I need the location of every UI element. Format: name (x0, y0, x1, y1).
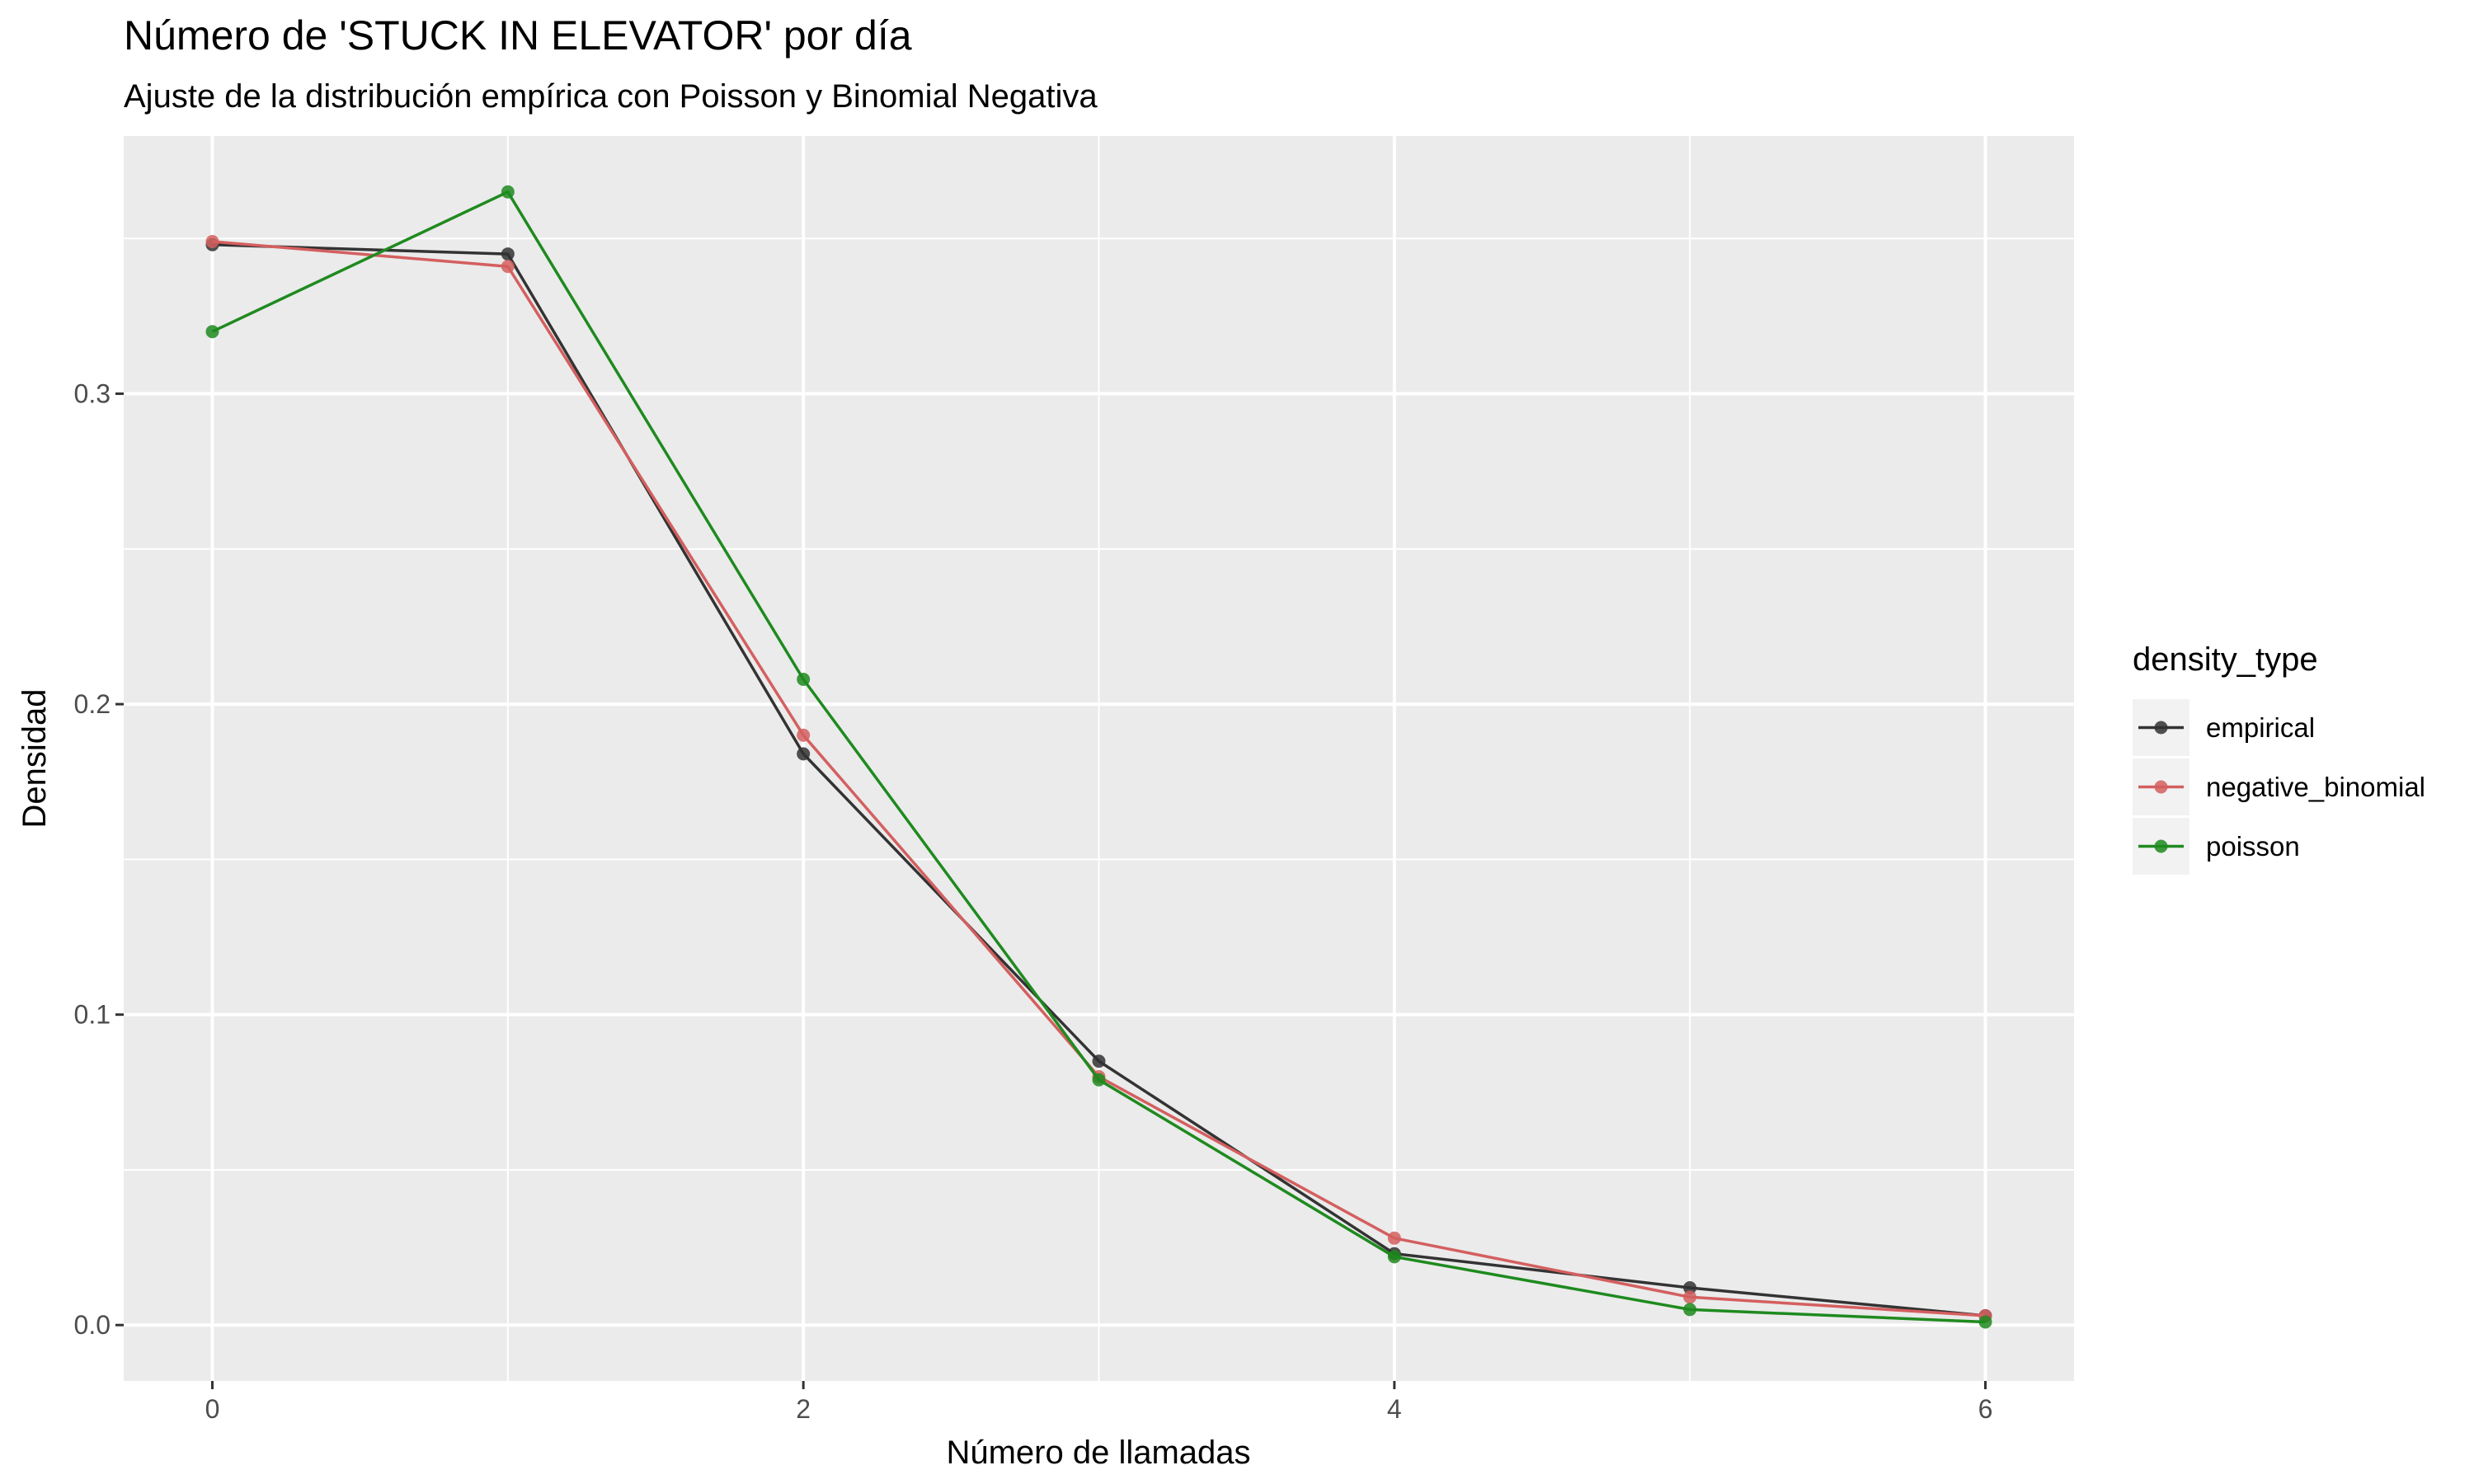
y-tick-label: 0.3 (74, 379, 111, 409)
legend-item: poisson (2133, 818, 2300, 875)
y-tick-label: 0.0 (74, 1310, 111, 1340)
data-point (205, 235, 219, 249)
data-point (1683, 1281, 1697, 1295)
data-point (797, 747, 811, 761)
series-layer (205, 185, 1992, 1329)
legend-key-point (2154, 721, 2168, 735)
y-tick-label: 0.1 (74, 1000, 111, 1030)
data-point (1683, 1303, 1697, 1317)
grid-major (124, 136, 2074, 1381)
data-point (797, 728, 811, 742)
data-point (501, 260, 515, 274)
x-tick-label: 0 (205, 1394, 220, 1424)
data-point (205, 325, 219, 339)
chart-title: Número de 'STUCK IN ELEVATOR' por día (124, 12, 912, 59)
x-axis-title: Número de llamadas (946, 1435, 1250, 1471)
legend-title: density_type (2133, 641, 2318, 678)
data-point (1092, 1073, 1106, 1087)
data-point (797, 672, 811, 686)
grid-minor (124, 136, 2074, 1381)
legend-key-point (2154, 780, 2168, 794)
legend-key-point (2154, 839, 2168, 853)
data-point (1978, 1315, 1992, 1329)
data-point (1092, 1054, 1106, 1068)
data-point (1387, 1250, 1401, 1264)
data-point (501, 185, 515, 199)
y-tick-label: 0.2 (74, 689, 111, 719)
series-poisson (205, 185, 1992, 1329)
legend: density_type empirical negative_binomialp… (2133, 641, 2425, 875)
x-tick-label: 4 (1387, 1394, 1402, 1424)
data-point (1683, 1290, 1697, 1304)
legend-label: negative_binomial (2206, 772, 2425, 802)
x-tick-label: 6 (1978, 1394, 1993, 1424)
y-axis-title: Densidad (16, 688, 53, 828)
legend-item: negative_binomial (2133, 758, 2425, 815)
data-point (501, 247, 515, 261)
legend-label: empirical (2206, 712, 2315, 743)
data-point (1387, 1231, 1401, 1245)
chart-subtitle: Ajuste de la distribución empírica con P… (124, 78, 1098, 115)
legend-item: empirical (2133, 699, 2315, 756)
y-axis: 0.0 0.1 0.2 0.3 (74, 379, 124, 1340)
x-axis: 0 2 4 6 (205, 1381, 1993, 1424)
legend-label: poisson (2206, 831, 2300, 862)
x-tick-label: 2 (796, 1394, 811, 1424)
